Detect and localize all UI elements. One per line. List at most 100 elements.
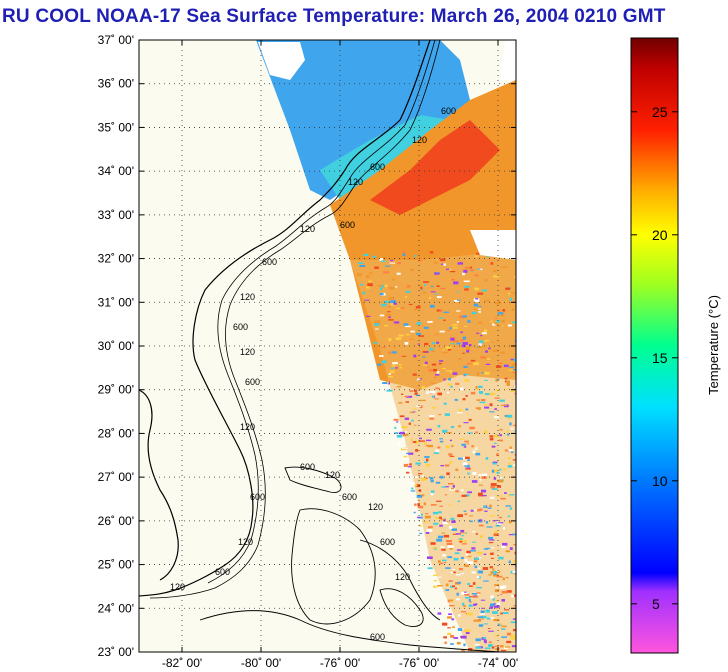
- sst-pixel: [501, 625, 507, 628]
- sst-pixel: [512, 464, 516, 467]
- swath-red-core: [370, 120, 500, 215]
- sst-pixel: [484, 406, 490, 409]
- isobath-120: [207, 40, 436, 584]
- sst-pixel: [432, 406, 436, 409]
- sst-pixel: [495, 378, 498, 382]
- sst-pixel: [480, 610, 485, 613]
- sst-pixel: [442, 554, 446, 557]
- sst-pixel: [500, 351, 505, 354]
- sst-pixel: [505, 577, 509, 579]
- sst-pixel: [425, 532, 430, 534]
- sst-pixel: [407, 452, 414, 455]
- sst-pixel: [430, 490, 435, 493]
- sst-pixel: [471, 593, 477, 595]
- sst-pixel: [491, 469, 495, 473]
- sst-pixel: [433, 574, 438, 576]
- sst-pixel: [439, 309, 443, 311]
- sst-pixel: [457, 291, 460, 293]
- sst-pixel: [460, 339, 465, 342]
- sst-pixel: [364, 299, 370, 301]
- sst-pixel: [394, 432, 399, 434]
- sst-pixel: [490, 571, 493, 575]
- sst-pixel: [475, 638, 481, 642]
- sst-pixel: [440, 258, 446, 262]
- sst-pixel: [513, 358, 516, 362]
- colorbar-tick-label: 25: [652, 104, 668, 120]
- sst-pixel: [478, 484, 483, 486]
- latitude-tick-label: 36˚ 00': [98, 77, 134, 91]
- sst-pixel: [499, 399, 505, 402]
- sst-pixel: [442, 622, 448, 626]
- sst-pixel: [479, 535, 483, 538]
- longitude-tick-label: -76˚ 00': [320, 656, 360, 670]
- sst-pixel: [418, 260, 423, 262]
- sst-pixel: [454, 300, 460, 302]
- sst-pixel: [495, 365, 502, 368]
- sst-pixel: [464, 564, 470, 567]
- sst-pixel: [428, 369, 433, 372]
- sst-pixel: [413, 424, 417, 426]
- sst-pixel: [475, 332, 480, 334]
- sst-pixel: [447, 391, 450, 394]
- sst-pixel: [487, 507, 492, 509]
- sst-pixel: [455, 382, 460, 385]
- sst-pixel: [485, 350, 488, 353]
- sst-pixel: [406, 395, 413, 398]
- sst-pixel: [507, 433, 510, 436]
- sst-pixel: [498, 439, 503, 442]
- contour-label: 600: [380, 537, 395, 547]
- sst-pixel: [448, 613, 452, 615]
- sst-pixel: [491, 547, 495, 549]
- sst-pixel: [505, 287, 511, 290]
- sst-pixel: [366, 286, 370, 289]
- sst-pixel: [461, 649, 465, 652]
- sst-pixel: [411, 419, 414, 422]
- sst-pixel: [450, 517, 455, 520]
- sst-pixel: [464, 325, 468, 327]
- sst-pixel: [409, 463, 412, 466]
- sst-pixel: [491, 341, 495, 343]
- sst-pixel: [438, 576, 442, 578]
- coastline-southeast-us: [139, 40, 431, 597]
- sst-pixel: [394, 426, 397, 429]
- sst-pixel: [449, 526, 453, 529]
- sst-pixel: [425, 513, 429, 515]
- sst-pixel: [386, 389, 393, 392]
- sst-pixel: [445, 370, 450, 372]
- sst-pixel: [415, 306, 421, 309]
- sst-pixel: [462, 342, 468, 345]
- sst-pixel: [504, 609, 510, 611]
- sst-pixel: [481, 473, 488, 477]
- sst-pixel: [489, 566, 493, 569]
- sst-pixel: [514, 384, 516, 388]
- sst-pixel: [412, 373, 417, 376]
- sst-pixel: [477, 345, 483, 349]
- sst-pixel: [514, 573, 516, 575]
- sst-pixel: [481, 289, 488, 292]
- sst-pixel: [479, 519, 483, 522]
- sst-pixel: [408, 482, 415, 486]
- sst-pixel: [399, 366, 403, 369]
- sst-pixel: [493, 573, 497, 575]
- sst-pixel: [474, 287, 479, 291]
- sst-pixel: [483, 505, 487, 508]
- longitude-tick-label: -80˚ 00': [241, 656, 281, 670]
- sst-pixel: [478, 311, 481, 313]
- sst-pixel: [427, 567, 433, 570]
- sst-pixel: [463, 510, 467, 512]
- latitude-tick-label: 33˚ 00': [98, 208, 134, 222]
- sst-pixel: [478, 473, 481, 477]
- sst-pixel: [406, 285, 411, 288]
- sst-pixel: [446, 268, 450, 271]
- sst-pixel: [410, 330, 415, 333]
- sst-pixel: [414, 308, 417, 311]
- sst-pixel: [490, 552, 494, 555]
- sst-pixel: [433, 452, 439, 454]
- sst-pixel: [401, 447, 406, 451]
- sst-pixel: [480, 356, 486, 359]
- sst-pixel: [448, 453, 453, 456]
- sst-pixel: [508, 462, 511, 466]
- sst-pixel: [463, 605, 467, 607]
- longitude-tick-label: -74˚ 00': [478, 656, 518, 670]
- sst-pixel: [481, 618, 484, 620]
